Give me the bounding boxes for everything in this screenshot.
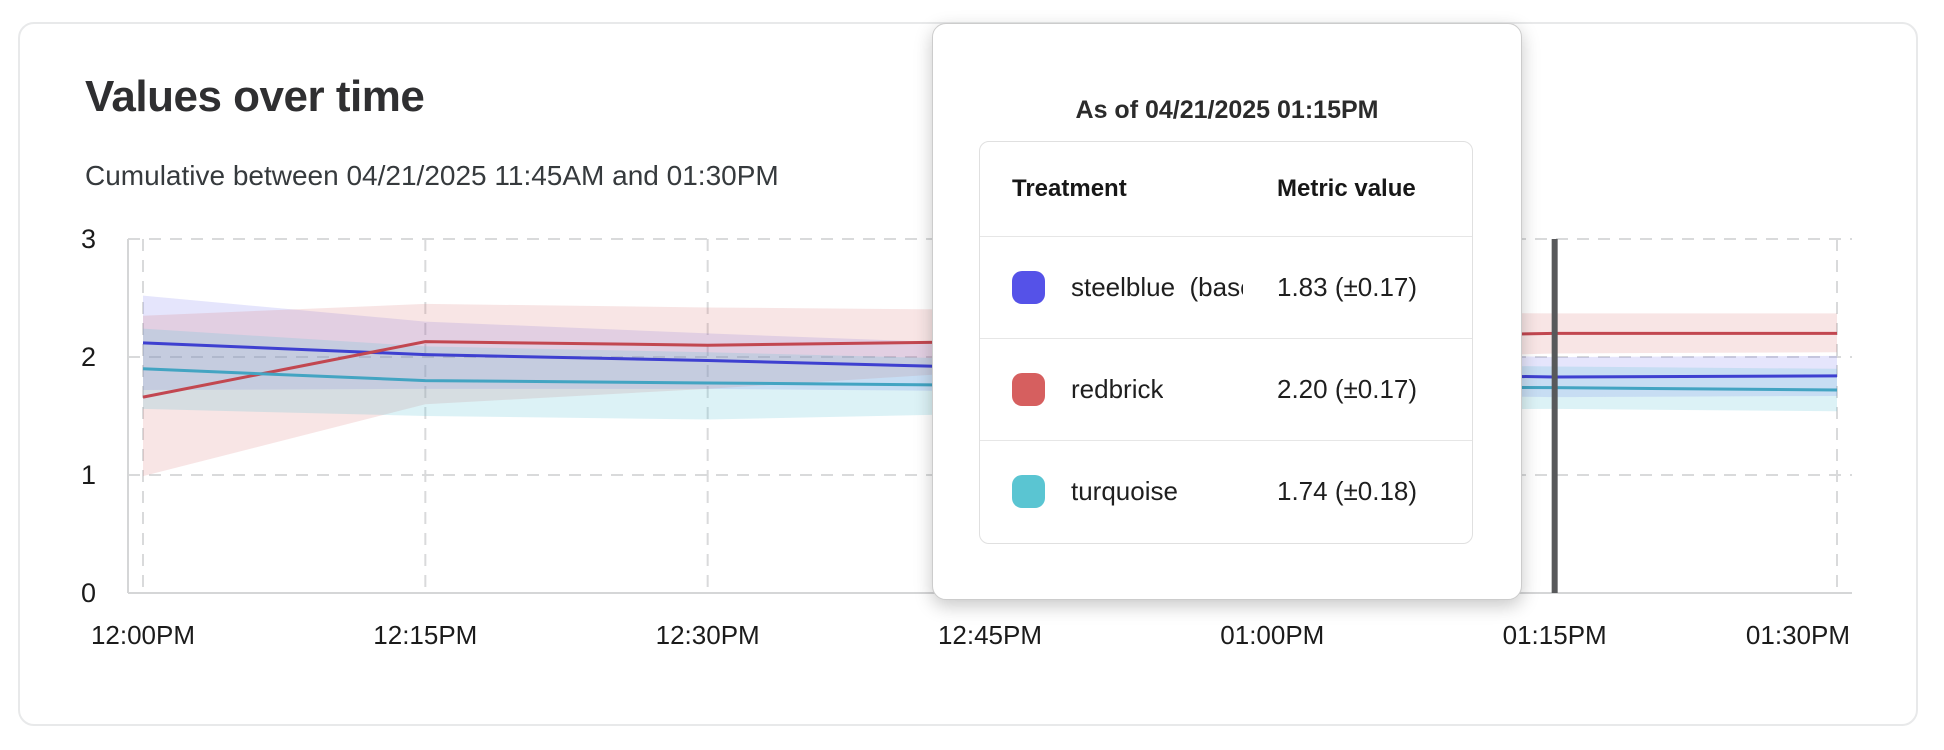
metric-value: 2.20 (±0.17) <box>1277 374 1418 404</box>
tooltip-title: As of 04/21/2025 01:15PM <box>1075 96 1379 124</box>
x-axis-labels: 12:00PM 12:15PM 12:30PM 12:45PM 01:00PM 01:15… <box>91 620 1850 650</box>
steelblue-swatch-icon <box>1012 271 1045 304</box>
y-tick-label: 2 <box>81 342 96 372</box>
treatment-label: steelblue (baseli <box>1071 272 1243 302</box>
chart-subtitle: Cumulative between 04/21/2025 11:45AM an… <box>85 160 779 191</box>
treatment-label: turquoise <box>1071 476 1178 506</box>
x-tick-label: 01:00PM <box>1220 620 1324 650</box>
y-tick-label: 0 <box>81 578 96 608</box>
y-tick-label: 1 <box>81 460 96 490</box>
tooltip-row-redbrick: redbrick 2.20 (±0.17) <box>980 338 1472 440</box>
tooltip-header-row: Treatment Metric value <box>980 142 1472 236</box>
tooltip-col-metric-value: Metric value <box>1277 175 1416 202</box>
y-tick-label: 3 <box>81 224 96 254</box>
x-tick-label: 01:15PM <box>1503 620 1607 650</box>
x-tick-label: 01:30PM <box>1746 620 1850 650</box>
x-tick-label: 12:30PM <box>656 620 760 650</box>
tooltip-col-treatment: Treatment <box>1012 175 1127 202</box>
chart-title: Values over time <box>85 72 425 121</box>
x-tick-label: 12:15PM <box>373 620 477 650</box>
tooltip-row-steelblue: steelblue (baseli 1.83 (±0.17) <box>980 236 1472 338</box>
metric-value: 1.83 (±0.17) <box>1277 272 1418 302</box>
metric-value: 1.74 (±0.18) <box>1277 476 1418 506</box>
x-tick-label: 12:00PM <box>91 620 195 650</box>
turquoise-swatch-icon <box>1012 475 1045 508</box>
tooltip-table: Treatment Metric value steelblue (baseli… <box>979 141 1473 544</box>
y-axis-labels: 0 1 2 3 <box>81 224 96 608</box>
tooltip-row-turquoise: turquoise 1.74 (±0.18) <box>980 440 1472 542</box>
treatment-label: redbrick <box>1071 374 1164 404</box>
x-tick-label: 12:45PM <box>938 620 1042 650</box>
hover-tooltip: As of 04/21/2025 01:15PM Treatment Metri… <box>932 23 1522 600</box>
redbrick-swatch-icon <box>1012 373 1045 406</box>
